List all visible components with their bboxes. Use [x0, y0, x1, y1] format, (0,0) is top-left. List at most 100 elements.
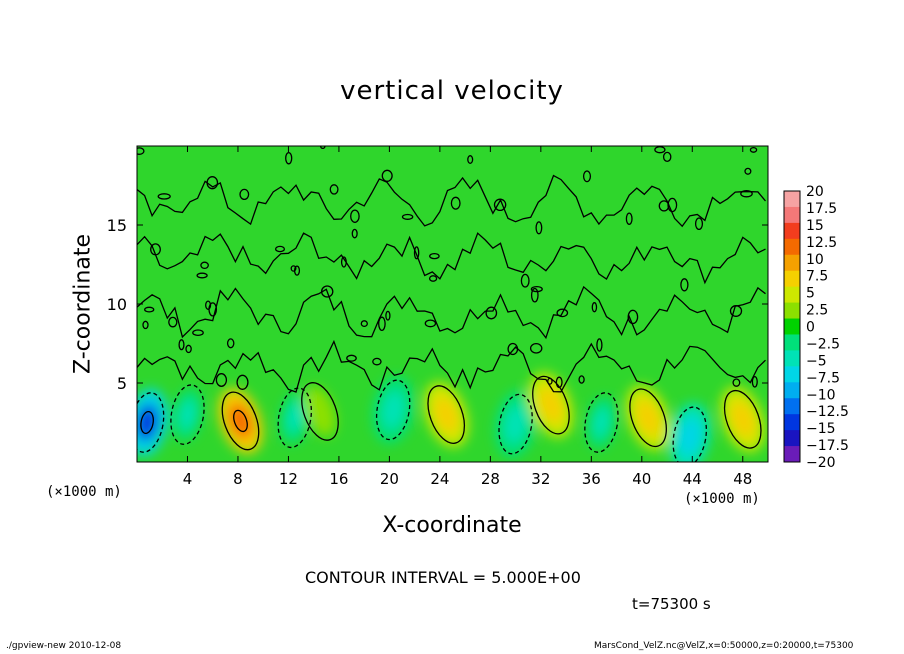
y-tick-label: 10 [107, 295, 127, 314]
x-unit-label-right: (×1000 m) [684, 491, 760, 507]
colorbar-swatch [784, 366, 800, 383]
x-tick-label: 4 [183, 470, 193, 488]
colorbar-swatch [784, 286, 800, 304]
contour-blob [751, 375, 758, 388]
contour-blob [654, 146, 666, 154]
contour-blob [627, 309, 639, 325]
x-tick-label: 40 [632, 470, 651, 488]
colorbar-label: −10 [806, 387, 836, 403]
velocity-core [730, 401, 755, 438]
colorbar-swatch [784, 222, 800, 240]
velocity-core [311, 397, 329, 426]
contour-blob [150, 243, 161, 256]
contour-blob [530, 285, 543, 293]
colorbar-swatch [784, 414, 800, 431]
contour-blob [192, 329, 204, 337]
contour-blob [662, 151, 672, 163]
contour-blob [320, 285, 334, 298]
colorbar-swatch [784, 446, 800, 463]
contour-blob [744, 167, 752, 175]
contour-blob [385, 310, 391, 321]
colorbar-swatch [784, 254, 800, 272]
contour-blob [578, 375, 585, 384]
plot-area [137, 146, 768, 462]
velocity-core [381, 391, 405, 429]
contour-blob [429, 252, 440, 260]
colorbar-swatch [784, 430, 800, 447]
chart-title: vertical velocity [340, 76, 564, 106]
contour-blob [401, 213, 414, 220]
colorbar-swatch [784, 318, 800, 335]
contour-blob [485, 306, 498, 320]
contour-line [137, 232, 766, 285]
cell-contour [221, 391, 260, 451]
cell-contour [672, 406, 708, 462]
velocity-core [286, 403, 303, 432]
contour-blob [168, 316, 178, 328]
x-tick-label: 28 [481, 470, 500, 488]
cell-contour [170, 384, 205, 445]
contour-blob [274, 245, 286, 253]
x-tick-label: 24 [430, 470, 449, 488]
contour-line [137, 339, 766, 393]
contour-blob [200, 261, 209, 270]
contour-blob [226, 338, 235, 349]
colorbar-swatch [784, 238, 800, 256]
contour-blob [372, 357, 382, 366]
contour-blob [206, 176, 219, 190]
contour-blob [680, 278, 689, 292]
contour-blob [530, 287, 539, 303]
contour-blob [157, 193, 171, 200]
cell-contour [375, 379, 411, 441]
cell-contour [498, 393, 533, 455]
contour-blob [556, 308, 569, 318]
x-tick-label: 20 [380, 470, 399, 488]
contour-interval-label: CONTOUR INTERVAL = 5.000E+00 [305, 568, 581, 587]
colorbar-label: 12.5 [806, 235, 837, 251]
cell-contour [277, 387, 312, 449]
x-tick-label: 36 [582, 470, 601, 488]
colorbar-label: 7.5 [806, 269, 828, 285]
contour-line [137, 285, 766, 340]
contour-blob [196, 272, 208, 279]
colorbar-label: 20 [806, 184, 824, 200]
cell-contour [629, 388, 667, 448]
contour-blob [507, 342, 519, 356]
contour-blob [658, 200, 670, 212]
velocity-core [678, 418, 702, 456]
cell-contour [137, 392, 165, 453]
contour-blob [450, 196, 461, 210]
velocity-core [504, 405, 527, 443]
contour-blob [208, 302, 218, 317]
colorbar-frame [783, 190, 801, 463]
contour-blob [142, 320, 149, 330]
colorbar-label: 17.5 [806, 201, 837, 217]
velocity-core [179, 400, 196, 429]
contour-blob [529, 342, 543, 354]
cell-contour [532, 375, 570, 435]
contour-line [137, 174, 766, 228]
colorbar-label: 10 [806, 252, 824, 268]
contour-blob [350, 209, 360, 223]
contour-blob [239, 188, 250, 201]
contour-blob [137, 147, 145, 155]
colorbar-label: 0 [806, 320, 815, 336]
contour-blob [625, 212, 633, 225]
y-tick-label: 15 [107, 216, 127, 235]
contour-blob [729, 305, 743, 317]
contour-blob [236, 374, 249, 390]
cell-contour-inner [233, 409, 248, 433]
contour-blob [144, 306, 155, 313]
contour-blob [215, 373, 228, 387]
x-unit-label-left: (×1000 m) [46, 484, 122, 500]
velocity-core [137, 403, 159, 442]
contour-blob [351, 228, 358, 239]
contour-blob [582, 170, 592, 183]
x-tick-label: 12 [279, 470, 298, 488]
contour-blob [178, 339, 185, 351]
colorbar-label: −15 [806, 421, 836, 437]
colorbar-swatch [784, 270, 800, 288]
x-tick-label: 44 [683, 470, 702, 488]
contour-blob [535, 221, 543, 235]
